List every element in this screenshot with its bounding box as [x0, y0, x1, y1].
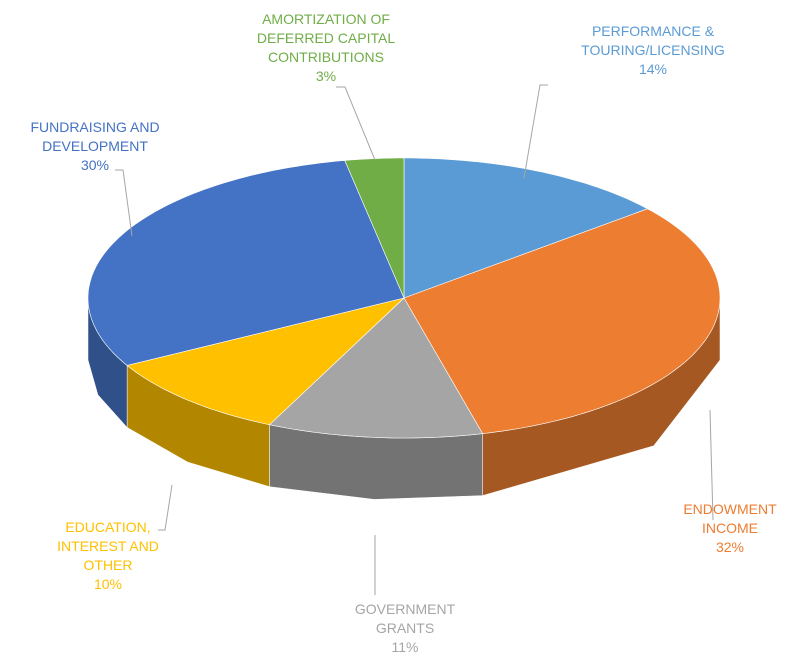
leader-line — [523, 84, 548, 179]
category-label: ENDOWMENT INCOME — [683, 501, 777, 536]
value-label: 30% — [80, 157, 110, 173]
category-label: PERFORMANCE & TOURING/LICENSING — [581, 23, 725, 58]
slice — [126, 297, 406, 426]
category-label: EDUCATION, INTEREST AND OTHER — [57, 519, 159, 573]
slice — [403, 157, 649, 299]
value-label: 14% — [638, 61, 668, 77]
slice — [87, 160, 405, 366]
data-label: FUNDRAISING AND DEVELOPMENT 30% — [15, 118, 175, 175]
slice — [268, 297, 484, 439]
category-label: FUNDRAISING AND DEVELOPMENT — [30, 119, 160, 154]
slice — [403, 208, 721, 434]
leader-line — [336, 86, 376, 161]
data-label: EDUCATION, INTEREST AND OTHER 10% — [51, 518, 166, 594]
category-label: GOVERNMENT GRANTS — [354, 601, 456, 636]
category-label: AMORTIZATION OF DEFERRED CAPITAL CONTRIB… — [256, 11, 396, 65]
value-label: 10% — [93, 576, 123, 592]
data-label: GOVERNMENT GRANTS 11% — [345, 600, 465, 657]
value-label: 32% — [715, 539, 745, 555]
leader-line — [115, 169, 133, 237]
leader-line — [709, 409, 714, 521]
data-label: AMORTIZATION OF DEFERRED CAPITAL CONTRIB… — [241, 10, 411, 86]
leader-line — [158, 484, 173, 531]
value-label: 3% — [315, 68, 337, 84]
data-label: PERFORMANCE & TOURING/LICENSING 14% — [563, 22, 743, 79]
data-label: ENDOWMENT INCOME 32% — [675, 500, 785, 557]
value-label: 11% — [391, 639, 419, 655]
